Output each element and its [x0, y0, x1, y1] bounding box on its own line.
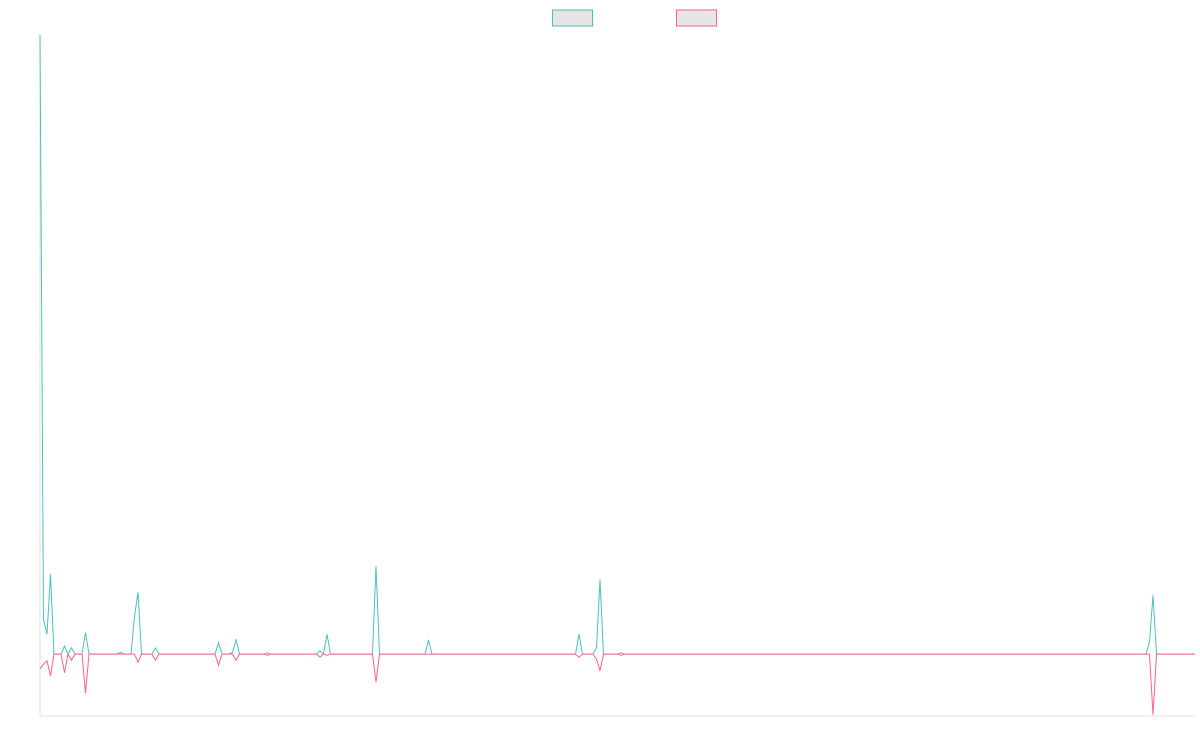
series-line [39, 652, 1195, 715]
legend-swatch[interactable] [552, 9, 593, 27]
series-line [39, 34, 1195, 656]
legend-swatch[interactable] [676, 9, 717, 27]
